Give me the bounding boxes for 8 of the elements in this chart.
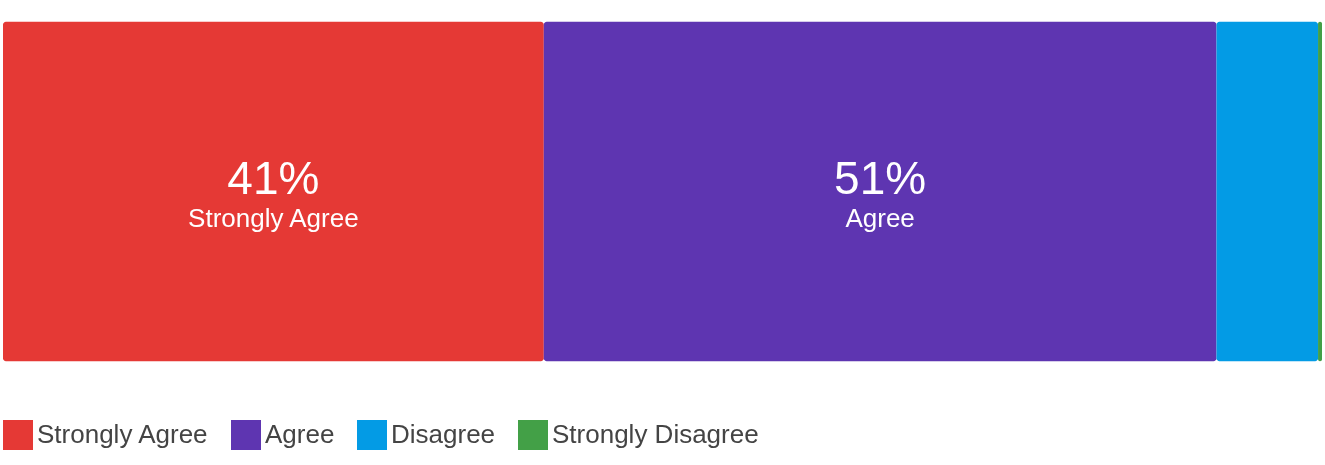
text: Strongly Agree [188,203,359,233]
text: Agree [845,203,915,233]
data-label: 41% [227,152,320,204]
legend-label: Agree [265,419,335,449]
legend-label: Strongly Disagree [552,419,759,449]
legend-label: Strongly Agree [37,419,208,449]
legend-label: Disagree [391,419,496,449]
data-label: 51% [834,152,927,204]
